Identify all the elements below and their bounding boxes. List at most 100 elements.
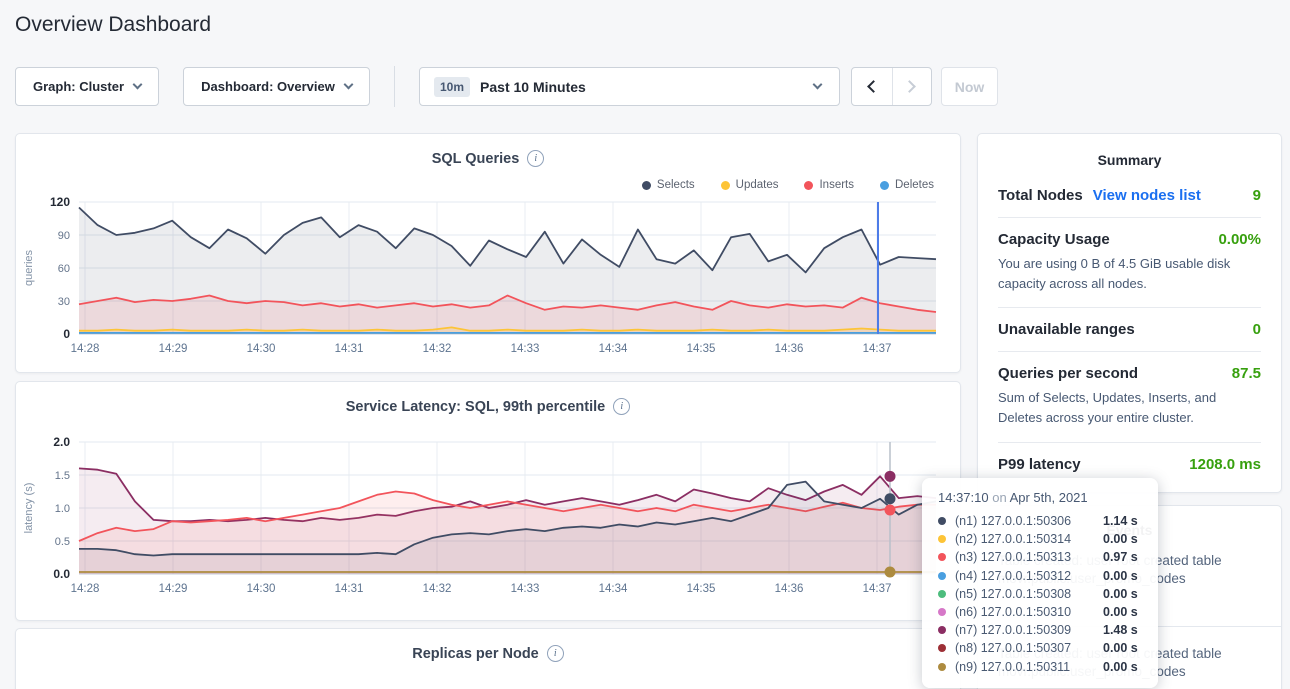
capacity-usage-label: Capacity Usage — [998, 231, 1110, 248]
tooltip-node-row: (n6) 127.0.0.1:50310 0.00 s — [938, 603, 1144, 621]
svg-text:1.0: 1.0 — [55, 503, 70, 515]
svg-text:14:35: 14:35 — [687, 343, 716, 355]
now-button[interactable]: Now — [941, 67, 998, 106]
svg-text:30: 30 — [58, 296, 70, 308]
series-dot-icon — [938, 589, 946, 598]
series-dot-icon — [938, 553, 946, 562]
view-nodes-list-link[interactable]: View nodes list — [1092, 187, 1201, 204]
series-dot-icon — [938, 535, 946, 544]
dashboard-label: Dashboard: Overview — [201, 79, 335, 94]
svg-text:2.0: 2.0 — [53, 435, 70, 449]
time-nav-group — [851, 67, 932, 106]
legend-dot-icon — [641, 180, 651, 190]
series-dot-icon — [938, 644, 946, 653]
chevron-down-icon — [343, 79, 354, 90]
tooltip-node-row: (n1) 127.0.0.1:50306 1.14 s — [938, 512, 1144, 530]
svg-text:14:34: 14:34 — [599, 583, 628, 595]
chevron-down-icon — [812, 79, 823, 90]
tooltip-node-row: (n9) 127.0.0.1:50311 0.00 s — [938, 658, 1144, 676]
svg-text:14:30: 14:30 — [247, 343, 276, 355]
svg-text:14:31: 14:31 — [335, 583, 364, 595]
time-next-button[interactable] — [891, 68, 932, 105]
svg-text:14:33: 14:33 — [511, 583, 540, 595]
legend-dot-icon — [804, 180, 814, 190]
svg-text:14:29: 14:29 — [159, 343, 188, 355]
summary-title: Summary — [1097, 152, 1162, 168]
series-dot-icon — [938, 608, 946, 617]
chevron-down-icon — [132, 79, 143, 90]
total-nodes-value: 9 — [1252, 187, 1261, 204]
series-dot-icon — [938, 626, 946, 635]
chart-hover-tooltip: 14:37:10 on Apr 5th, 2021 (n1) 127.0.0.1… — [922, 478, 1158, 688]
svg-text:14:36: 14:36 — [775, 343, 804, 355]
time-range-dropdown[interactable]: 10m Past 10 Minutes — [419, 67, 840, 106]
page-title: Overview Dashboard — [15, 13, 212, 36]
tooltip-node-row: (n4) 127.0.0.1:50312 0.00 s — [938, 567, 1144, 585]
capacity-usage-value: 0.00% — [1218, 231, 1261, 248]
chevron-left-icon — [867, 80, 881, 93]
chevron-right-icon — [903, 80, 917, 93]
svg-text:14:28: 14:28 — [71, 583, 100, 595]
chart-title: SQL Queries — [431, 150, 520, 167]
p99-latency-value: 1208.0 ms — [1189, 455, 1261, 473]
svg-text:14:31: 14:31 — [335, 343, 364, 355]
chart-title: Replicas per Node — [412, 645, 539, 662]
info-icon[interactable]: i — [613, 398, 631, 415]
legend-item-selects[interactable]: Selects — [641, 179, 695, 191]
svg-text:14:30: 14:30 — [247, 583, 276, 595]
svg-text:14:33: 14:33 — [511, 343, 540, 355]
info-icon[interactable]: i — [527, 150, 545, 167]
svg-text:14:35: 14:35 — [687, 583, 716, 595]
legend-item-inserts[interactable]: Inserts — [804, 179, 854, 191]
chart-legend: Selects Updates Inserts Deletes — [641, 179, 934, 191]
svg-text:queries: queries — [23, 249, 35, 286]
time-prev-button[interactable] — [852, 68, 892, 105]
service-latency-chart-card: Service Latency: SQL, 99th percentile i … — [15, 381, 961, 621]
info-icon[interactable]: i — [546, 645, 564, 662]
tooltip-node-row: (n5) 127.0.0.1:50308 0.00 s — [938, 585, 1144, 603]
svg-text:14:28: 14:28 — [71, 343, 100, 355]
svg-text:14:36: 14:36 — [775, 583, 804, 595]
capacity-usage-description: You are using 0 B of 4.5 GiB usable disk… — [998, 256, 1231, 292]
sql-queries-plot[interactable]: 14:28 14:29 14:30 14:31 14:32 14:33 14:34 14:35… — [16, 192, 962, 367]
sql-queries-chart-card: SQL Queries i Selects Updates Inserts Delet… — [15, 133, 961, 373]
tooltip-node-row: (n2) 127.0.0.1:50314 0.00 s — [938, 530, 1144, 548]
svg-text:14:34: 14:34 — [599, 343, 628, 355]
service-latency-plot[interactable]: 14:28 14:29 14:30 14:31 14:32 14:33 14:34 14:35… — [16, 432, 962, 607]
chart-title: Service Latency: SQL, 99th percentile — [345, 398, 606, 415]
p99-latency-label: P99 latency — [998, 455, 1081, 473]
svg-text:0.5: 0.5 — [55, 536, 70, 548]
time-range-label: Past 10 Minutes — [480, 78, 586, 95]
summary-panel: Summary Total Nodes View nodes list 9 Ca… — [977, 133, 1282, 493]
svg-text:0: 0 — [63, 327, 70, 341]
qps-label: Queries per second — [998, 365, 1139, 383]
unavailable-ranges-label: Unavailable ranges — [998, 321, 1135, 339]
graph-scope-label: Graph: Cluster — [32, 79, 124, 94]
svg-text:120: 120 — [50, 195, 70, 209]
tooltip-node-row: (n3) 127.0.0.1:50313 0.97 s — [938, 548, 1144, 566]
unavailable-ranges-value: 0 — [1252, 321, 1261, 339]
tooltip-node-row: (n7) 127.0.0.1:50309 1.48 s — [938, 621, 1144, 639]
svg-text:14:37: 14:37 — [863, 583, 892, 595]
legend-dot-icon — [720, 180, 730, 190]
svg-text:60: 60 — [58, 263, 70, 275]
dashboard-dropdown[interactable]: Dashboard: Overview — [183, 67, 370, 106]
svg-text:14:32: 14:32 — [423, 583, 452, 595]
legend-item-deletes[interactable]: Deletes — [880, 179, 934, 191]
replicas-chart-card: Replicas per Node i — [15, 628, 961, 689]
total-nodes-label: Total Nodes — [998, 187, 1083, 204]
tooltip-node-row: (n8) 127.0.0.1:50307 0.00 s — [938, 639, 1144, 657]
tooltip-timestamp: 14:37:10 on Apr 5th, 2021 — [938, 490, 1088, 505]
legend-item-updates[interactable]: Updates — [720, 179, 778, 191]
svg-text:0.0: 0.0 — [53, 567, 70, 581]
svg-text:14:32: 14:32 — [423, 343, 452, 355]
series-dot-icon — [938, 517, 946, 526]
svg-text:14:29: 14:29 — [159, 583, 188, 595]
series-dot-icon — [938, 662, 946, 671]
svg-text:1.5: 1.5 — [55, 470, 70, 482]
qps-description: Sum of Selects, Updates, Inserts, and De… — [998, 390, 1217, 426]
series-dot-icon — [938, 571, 946, 580]
svg-text:latency (s): latency (s) — [23, 483, 35, 534]
svg-text:90: 90 — [58, 230, 70, 242]
graph-scope-dropdown[interactable]: Graph: Cluster — [15, 67, 159, 106]
